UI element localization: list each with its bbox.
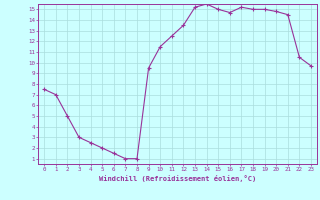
X-axis label: Windchill (Refroidissement éolien,°C): Windchill (Refroidissement éolien,°C) (99, 175, 256, 182)
